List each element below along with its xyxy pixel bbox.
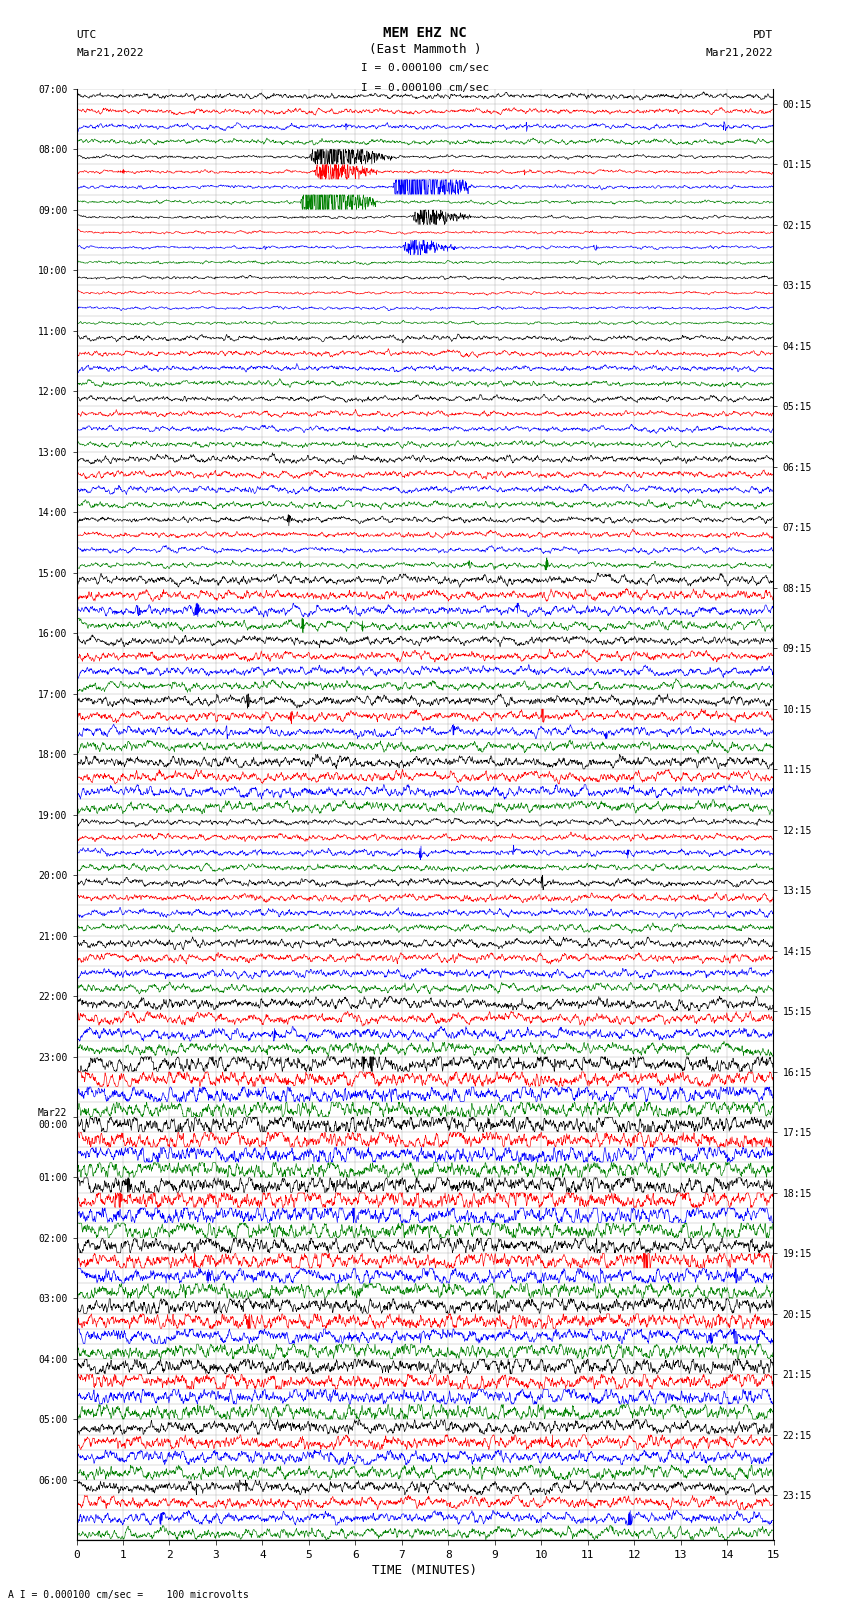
Text: UTC: UTC — [76, 31, 97, 40]
X-axis label: TIME (MINUTES): TIME (MINUTES) — [372, 1565, 478, 1578]
Text: MEM EHZ NC: MEM EHZ NC — [383, 26, 467, 40]
Text: A I = 0.000100 cm/sec =    100 microvolts: A I = 0.000100 cm/sec = 100 microvolts — [8, 1590, 249, 1600]
Text: I = 0.000100 cm/sec: I = 0.000100 cm/sec — [361, 63, 489, 73]
Text: Mar21,2022: Mar21,2022 — [76, 48, 144, 58]
Text: Mar21,2022: Mar21,2022 — [706, 48, 774, 58]
Text: PDT: PDT — [753, 31, 774, 40]
Text: (East Mammoth ): (East Mammoth ) — [369, 44, 481, 56]
Text: I = 0.000100 cm/sec: I = 0.000100 cm/sec — [361, 84, 489, 94]
